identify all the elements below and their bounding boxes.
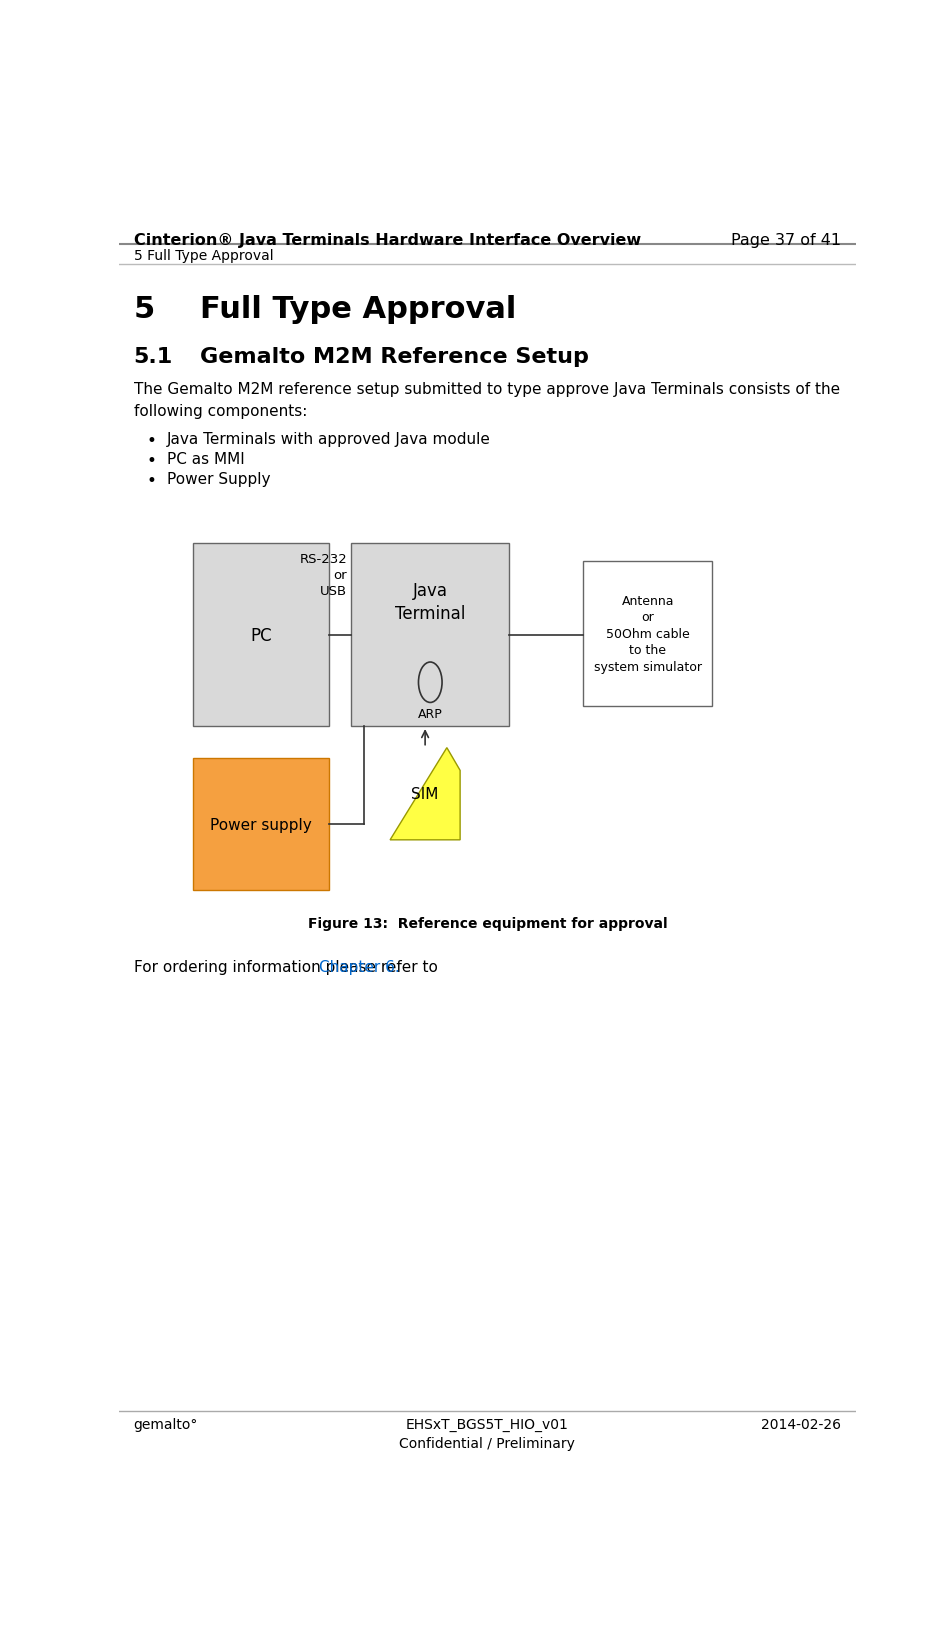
Text: Page 37 of 41: Page 37 of 41 — [731, 233, 841, 247]
Text: Gemalto M2M Reference Setup: Gemalto M2M Reference Setup — [200, 347, 589, 367]
Text: following components:: following components: — [133, 403, 307, 418]
Text: Antenna
or
50Ohm cable
to the
system simulator: Antenna or 50Ohm cable to the system sim… — [593, 595, 702, 674]
Text: SIM: SIM — [412, 787, 438, 801]
Bar — [583, 562, 712, 706]
Text: Java
Terminal: Java Terminal — [395, 582, 465, 623]
Text: gemalto°: gemalto° — [133, 1418, 198, 1431]
Polygon shape — [390, 747, 460, 841]
Text: For ordering information please refer to: For ordering information please refer to — [133, 959, 442, 974]
Text: PC as MMI: PC as MMI — [166, 452, 244, 467]
Text: Power Supply: Power Supply — [166, 472, 270, 487]
Text: PC: PC — [250, 626, 272, 644]
Text: RS-232
or
USB: RS-232 or USB — [300, 552, 347, 598]
Text: EHSxT_BGS5T_HIO_v01
Confidential / Preliminary: EHSxT_BGS5T_HIO_v01 Confidential / Preli… — [399, 1418, 575, 1451]
Text: •: • — [146, 452, 157, 470]
Text: Power supply: Power supply — [210, 818, 312, 833]
Text: Full Type Approval: Full Type Approval — [200, 295, 516, 325]
Text: Chapter 6.: Chapter 6. — [320, 959, 400, 974]
Text: 5 Full Type Approval: 5 Full Type Approval — [133, 249, 273, 262]
Text: Cinterion® Java Terminals Hardware Interface Overview: Cinterion® Java Terminals Hardware Inter… — [133, 233, 641, 247]
Bar — [351, 544, 510, 726]
Text: •: • — [146, 472, 157, 490]
Text: ARP: ARP — [417, 708, 442, 721]
Text: •: • — [146, 431, 157, 449]
Text: 5.1: 5.1 — [133, 347, 173, 367]
Bar — [192, 759, 329, 890]
Text: The Gemalto M2M reference setup submitted to type approve Java Terminals consist: The Gemalto M2M reference setup submitte… — [133, 382, 840, 397]
Text: 2014-02-26: 2014-02-26 — [761, 1418, 841, 1431]
Bar — [192, 544, 329, 726]
Text: Java Terminals with approved Java module: Java Terminals with approved Java module — [166, 431, 491, 446]
Text: 5: 5 — [133, 295, 155, 325]
Text: Figure 13:  Reference equipment for approval: Figure 13: Reference equipment for appro… — [307, 916, 668, 929]
